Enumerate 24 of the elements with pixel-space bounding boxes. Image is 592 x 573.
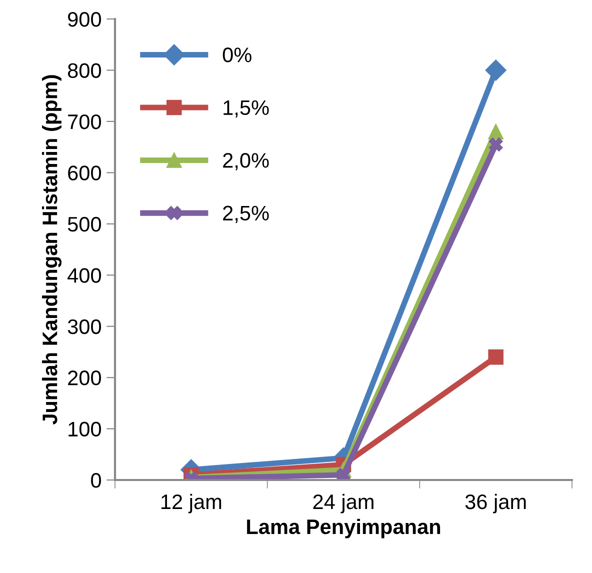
y-tick-label: 600: [68, 166, 101, 180]
y-tick-label: 700: [68, 114, 101, 130]
x-tick-label: 24 jam: [313, 494, 374, 514]
y-tick-label: 900: [68, 12, 101, 27]
legend-label: 0%: [222, 48, 252, 62]
y-tick-label: 100: [68, 422, 101, 437]
point: [485, 60, 506, 81]
x-tick-label: 36 jam: [465, 494, 526, 514]
y-tick-label: 800: [68, 63, 101, 78]
x-axis-title: Lama Penyimpanan: [247, 518, 440, 538]
legend-label: 2,5%: [223, 206, 269, 223]
legend-label: 1,5%: [224, 100, 269, 118]
point: [336, 468, 350, 480]
x-tick-label: 12 jam: [161, 494, 222, 514]
y-tick-label: 500: [68, 216, 101, 232]
y-tick-label: 400: [68, 268, 101, 283]
y-tick-label: 300: [68, 319, 101, 334]
point: [488, 349, 504, 365]
y-tick-label: 0: [91, 473, 101, 488]
y-axis-title: Jumlah Kandungan Histamin (ppm): [42, 75, 62, 425]
legend-label: 2,0%: [223, 153, 269, 170]
point: [488, 138, 503, 152]
y-tick-label: 200: [68, 370, 101, 386]
point: [488, 124, 504, 140]
